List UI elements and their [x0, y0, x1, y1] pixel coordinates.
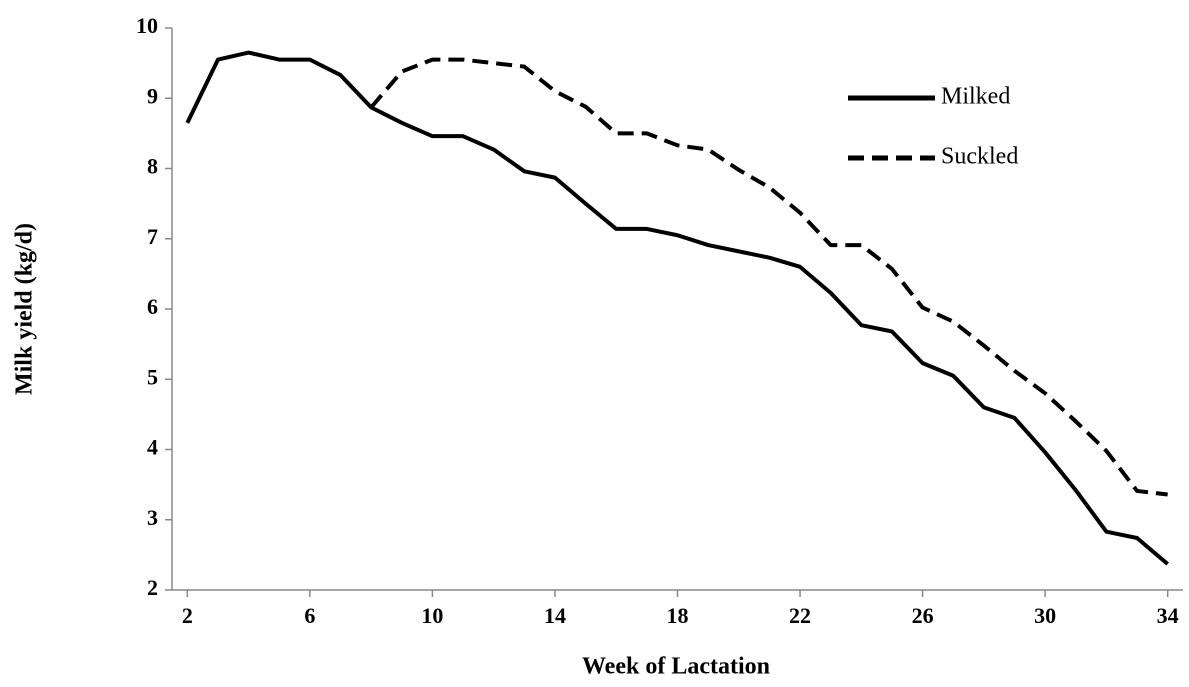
- y-tick-label: 5: [147, 364, 158, 389]
- x-tick-label: 26: [912, 603, 934, 628]
- x-tick-label: 6: [304, 603, 315, 628]
- x-tick-label: 18: [667, 603, 689, 628]
- y-tick-label: 7: [147, 224, 158, 249]
- y-tick-label: 2: [147, 575, 158, 600]
- legend-label: Suckled: [941, 144, 1018, 170]
- x-tick-label: 30: [1034, 603, 1056, 628]
- y-axis-title: Milk yield (kg/d): [12, 223, 38, 395]
- x-axis-title: Week of Lactation: [582, 654, 770, 680]
- x-tick-label: 10: [421, 603, 443, 628]
- y-tick-label: 9: [147, 83, 158, 108]
- x-tick-label: 2: [182, 603, 193, 628]
- y-tick-label: 10: [136, 13, 158, 38]
- legend-label: Milked: [941, 84, 1010, 110]
- y-tick-label: 6: [147, 294, 158, 319]
- x-tick-label: 14: [544, 603, 566, 628]
- x-tick-label: 34: [1157, 603, 1179, 628]
- x-tick-label: 22: [789, 603, 811, 628]
- series-line: [185, 50, 1169, 566]
- y-tick-label: 8: [147, 154, 158, 179]
- y-tick-label: 4: [147, 435, 158, 460]
- y-tick-label: 3: [147, 505, 158, 530]
- series-line: [369, 57, 1168, 497]
